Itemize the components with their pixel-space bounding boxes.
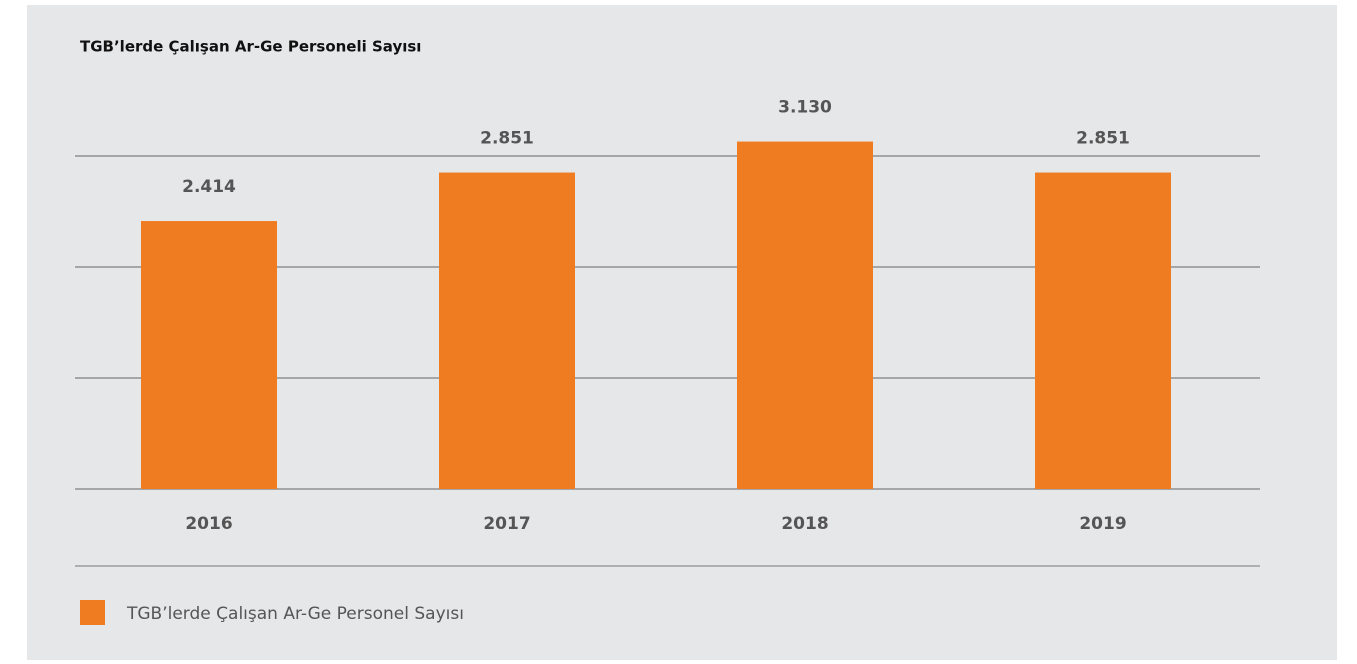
bar: [737, 141, 873, 489]
x-tick-label: 2017: [483, 514, 530, 534]
bar: [141, 221, 277, 489]
legend-swatch: [80, 600, 105, 625]
bar: [439, 172, 575, 489]
value-label: 2.851: [1076, 129, 1130, 149]
value-label: 2.414: [182, 177, 236, 197]
legend-label: TGB’lerde Çalışan Ar-Ge Personel Sayısı: [126, 604, 464, 624]
x-tick-label: 2018: [781, 514, 828, 534]
x-tick-label: 2019: [1079, 514, 1126, 534]
bar: [1035, 172, 1171, 489]
value-label: 2.851: [480, 129, 534, 149]
chart-title: TGB’lerde Çalışan Ar-Ge Personeli Sayısı: [80, 38, 421, 56]
value-label: 3.130: [778, 98, 832, 118]
x-tick-label: 2016: [185, 514, 232, 534]
